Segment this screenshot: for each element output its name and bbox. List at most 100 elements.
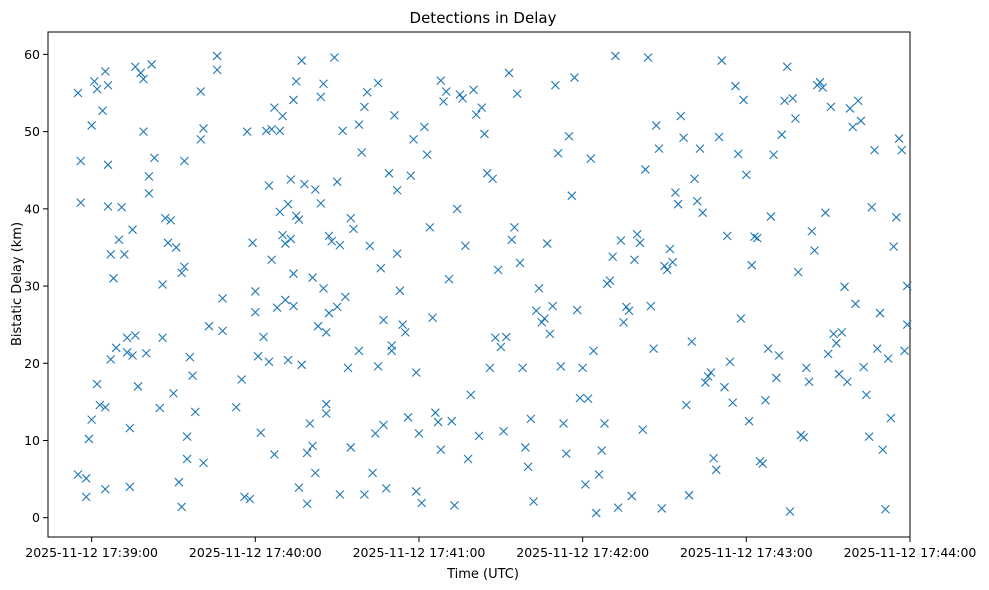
data-point (736, 314, 746, 323)
data-point (275, 207, 285, 217)
data-point (100, 402, 110, 412)
data-point (428, 313, 438, 323)
data-point (747, 260, 757, 270)
data-point (160, 213, 170, 223)
data-point (810, 246, 819, 255)
data-point (518, 363, 528, 373)
data-point (109, 273, 118, 283)
data-point (673, 199, 683, 209)
data-point (545, 329, 555, 339)
data-point (455, 90, 465, 99)
data-point (270, 103, 279, 113)
data-point (106, 355, 116, 364)
data-point (144, 188, 154, 198)
data-point (714, 132, 724, 142)
data-point (76, 198, 86, 208)
data-point (76, 156, 86, 166)
data-point (231, 402, 241, 412)
data-point (346, 443, 356, 452)
data-point (886, 413, 896, 423)
data-point (291, 211, 301, 221)
data-point (570, 73, 579, 82)
data-point (379, 420, 388, 430)
data-point (605, 276, 615, 286)
data-point (769, 150, 778, 160)
data-point (310, 468, 320, 478)
data-point (411, 368, 421, 377)
data-point (711, 465, 721, 475)
data-point (248, 238, 257, 248)
data-point (897, 145, 907, 155)
data-point (420, 122, 429, 132)
data-point (728, 398, 738, 408)
data-point (583, 394, 593, 404)
data-point (496, 342, 506, 352)
plot-area (47, 31, 911, 538)
data-point (87, 121, 97, 130)
data-point (474, 431, 484, 441)
data-point (103, 80, 113, 90)
data-point (250, 287, 260, 296)
data-point (253, 351, 263, 361)
data-point (346, 213, 356, 223)
data-point (141, 348, 151, 358)
data-point (250, 307, 260, 317)
data-point (144, 172, 154, 181)
data-point (523, 462, 533, 472)
data-point (278, 230, 287, 240)
data-point (286, 175, 296, 184)
data-point (398, 320, 408, 330)
y-tick-label: 0 (32, 510, 40, 525)
data-point (575, 393, 585, 403)
data-point (894, 134, 904, 143)
data-point (845, 104, 855, 113)
data-point (242, 127, 252, 136)
data-point (373, 78, 383, 88)
data-point (81, 492, 91, 502)
data-point (365, 241, 375, 251)
data-point (92, 379, 102, 389)
data-point (851, 299, 860, 309)
data-point (297, 360, 307, 370)
data-point (182, 454, 192, 464)
data-point (308, 273, 317, 282)
data-point (902, 320, 912, 330)
data-point (321, 327, 331, 337)
data-point (122, 348, 132, 357)
data-point (477, 103, 487, 113)
data-point (349, 224, 358, 234)
data-point (196, 134, 206, 144)
data-point (384, 168, 394, 178)
data-point (706, 368, 716, 377)
data-point (709, 453, 718, 463)
data-point (332, 302, 342, 312)
data-point (758, 459, 768, 469)
data-point (354, 346, 364, 356)
data-point (580, 480, 590, 489)
data-point (422, 150, 432, 160)
data-point (125, 482, 135, 492)
data-point (589, 346, 598, 356)
data-point (98, 106, 107, 116)
data-point (409, 134, 418, 144)
data-point (731, 81, 740, 91)
data-point (291, 77, 301, 86)
data-point (199, 124, 208, 133)
data-point (891, 212, 901, 222)
data-point (763, 344, 773, 353)
data-point (275, 126, 285, 136)
data-point (447, 416, 457, 426)
data-point (136, 68, 146, 78)
data-point (864, 432, 874, 442)
data-point (627, 491, 637, 501)
data-point (218, 326, 227, 336)
data-point (780, 96, 789, 106)
data-point (436, 76, 446, 86)
data-point (698, 208, 708, 218)
data-point (267, 124, 277, 134)
data-point (766, 212, 776, 221)
data-point (439, 97, 448, 106)
data-point (875, 308, 885, 318)
